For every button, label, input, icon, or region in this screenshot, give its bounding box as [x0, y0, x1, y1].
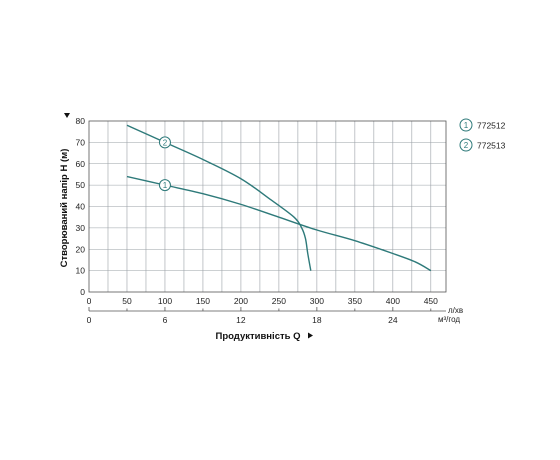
y-tick-label: 60: [76, 159, 86, 169]
series-marker-2: [158, 136, 171, 149]
series-lines: [126, 124, 432, 272]
legend-entry-label: 772512: [477, 121, 506, 131]
legend-marker-label: 2: [464, 141, 469, 150]
series-marker-label: 1: [163, 181, 168, 190]
legend-marker-1: [459, 118, 473, 132]
x-unit-secondary: м³/год: [438, 315, 460, 324]
x-tick-label: 300: [310, 296, 324, 306]
y-tick-label: 30: [76, 223, 86, 233]
legend-marker-label: 1: [464, 121, 469, 130]
y-tick-label: 10: [76, 266, 86, 276]
x-tick-label: 400: [386, 296, 400, 306]
x-unit-primary: л/хв: [448, 306, 463, 315]
x2-tick-label: 12: [236, 315, 246, 325]
x-tick-label: 50: [122, 296, 132, 306]
x2-tick-label: 24: [388, 315, 398, 325]
secondary-x-axis: 0 6 12 18 24: [87, 307, 446, 325]
x-tick-label: 150: [196, 296, 210, 306]
x2-tick-label: 0: [87, 315, 92, 325]
x-tick-label: 0: [87, 296, 92, 306]
y-tick-label: 80: [76, 116, 86, 126]
legend-entry-label: 772513: [477, 141, 506, 151]
x2-tick-label: 6: [163, 315, 168, 325]
y-tick-labels: 0 10 20 30 40 50 60 70 80: [76, 116, 86, 297]
x-tick-labels: 0 50 100 150 200 250 300 350 400 450: [87, 296, 439, 306]
x-tick-label: 450: [424, 296, 438, 306]
y-tick-label: 20: [76, 244, 86, 254]
x-tick-label: 100: [158, 296, 172, 306]
y-axis-arrow-icon: [64, 113, 70, 118]
legend: 1 772512 2 772513: [459, 118, 506, 152]
series-line-772512: [126, 175, 432, 272]
x2-tick-label: 18: [312, 315, 322, 325]
series-markers: 12: [158, 136, 171, 192]
plot-border: [88, 120, 447, 293]
series-line-772513: [126, 124, 312, 271]
legend-marker-2: [459, 138, 473, 152]
series-marker-label: 2: [163, 138, 168, 147]
y-axis-title: Створюваний напір H (м): [59, 149, 70, 268]
series-marker-1: [158, 179, 171, 192]
plot-frame: [88, 120, 447, 293]
x-tick-label: 200: [234, 296, 248, 306]
x-axis-arrow-icon: [308, 332, 313, 339]
grid: [89, 121, 446, 292]
y-tick-label: 50: [76, 180, 86, 190]
x-axis-title: Продуктивність Q: [215, 331, 300, 342]
y-tick-label: 0: [80, 287, 85, 297]
x-tick-label: 250: [272, 296, 286, 306]
y-tick-label: 40: [76, 202, 86, 212]
x-tick-label: 350: [348, 296, 362, 306]
y-tick-label: 70: [76, 137, 86, 147]
